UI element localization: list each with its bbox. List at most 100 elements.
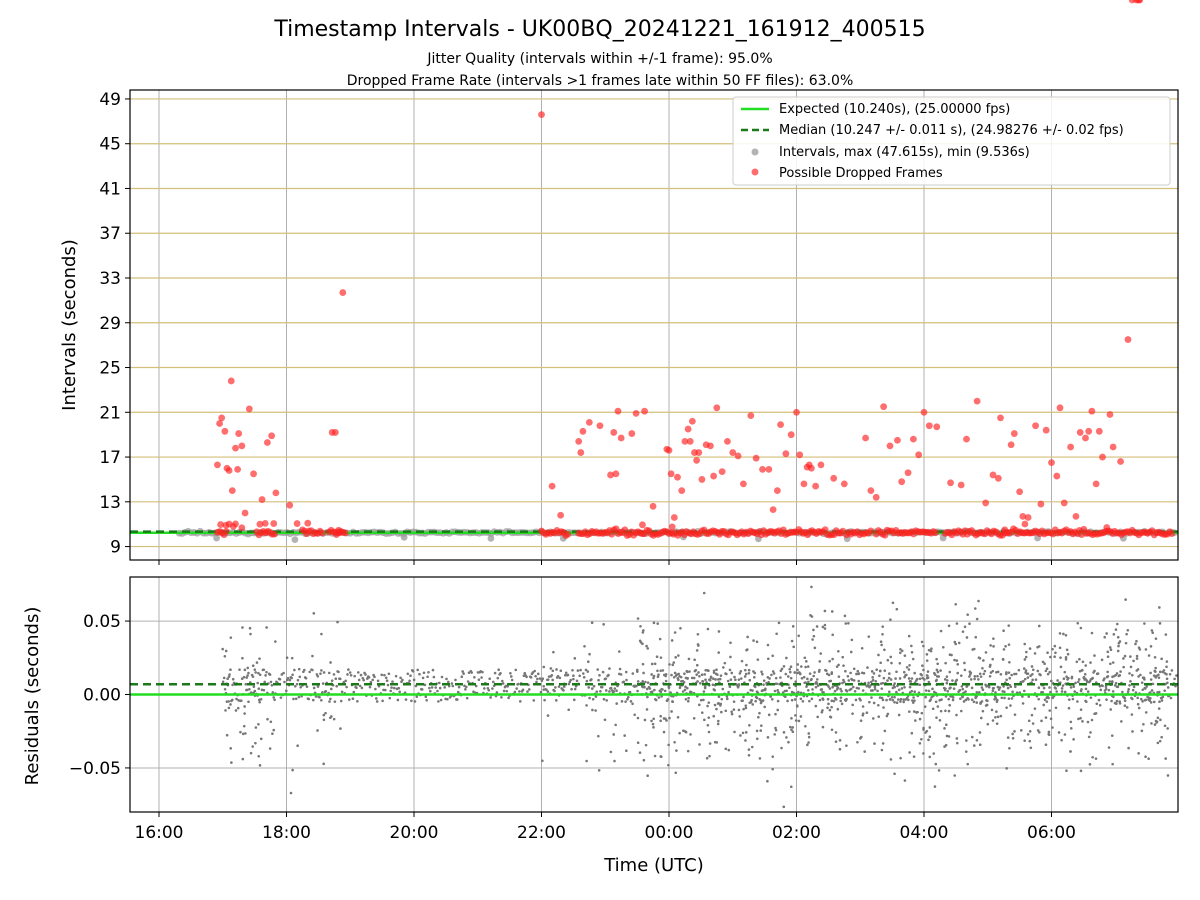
dropped-point: [577, 449, 585, 456]
residual-point: [436, 689, 439, 693]
residual-point: [253, 668, 257, 671]
residual-point: [908, 751, 911, 754]
residual-point: [585, 679, 589, 683]
residual-point: [766, 736, 770, 739]
residual-point: [806, 677, 809, 681]
residual-point: [686, 699, 690, 703]
residual-point: [265, 626, 268, 629]
residual-point: [1150, 629, 1154, 632]
residual-point: [985, 703, 989, 707]
residual-point: [748, 724, 751, 727]
residual-point: [491, 680, 495, 684]
residual-point: [223, 654, 227, 658]
residual-point: [1135, 657, 1139, 660]
residual-point: [1126, 690, 1130, 693]
residual-point: [839, 687, 842, 691]
residual-point: [886, 658, 890, 662]
residual-point: [443, 686, 446, 689]
residual-point: [784, 672, 788, 676]
residual-point: [413, 700, 417, 703]
residual-point: [1122, 657, 1125, 660]
residual-point: [1091, 755, 1094, 759]
residual-point: [1144, 648, 1148, 651]
residual-point: [774, 712, 777, 716]
residual-point: [398, 690, 401, 694]
residual-point: [672, 661, 676, 664]
residual-point: [797, 719, 801, 723]
residual-point: [391, 680, 394, 683]
residual-point: [293, 668, 296, 672]
residual-point: [1123, 699, 1127, 703]
residual-point: [802, 675, 806, 679]
top-ytick-label: 9: [110, 538, 121, 558]
dropped-point: [898, 478, 906, 486]
residual-point: [496, 676, 500, 680]
residual-point: [1128, 672, 1131, 675]
legend-intervals-label: Intervals, max (47.615s), min (9.536s): [779, 145, 1030, 160]
residual-point: [345, 685, 348, 689]
residual-point: [245, 688, 248, 692]
residual-point: [973, 677, 976, 681]
residual-point: [626, 697, 629, 701]
residual-point: [427, 670, 430, 674]
residual-point: [1065, 769, 1068, 773]
residual-point: [717, 695, 721, 699]
residual-point: [831, 657, 834, 661]
residual-point: [1024, 671, 1027, 674]
residual-point: [732, 708, 736, 711]
residual-point: [930, 647, 933, 651]
residual-point: [876, 689, 879, 693]
residual-point: [241, 656, 244, 660]
residual-point: [553, 689, 556, 693]
residual-point: [686, 686, 689, 690]
residual-point: [1036, 669, 1040, 673]
residual-point: [445, 677, 448, 681]
residual-point: [525, 675, 528, 679]
dropped-point: [947, 479, 954, 487]
dropped-point: [339, 289, 347, 296]
residual-point: [487, 688, 491, 692]
residual-point: [893, 772, 896, 776]
dropped-point: [341, 529, 349, 537]
residual-point: [965, 739, 968, 742]
residual-point: [1021, 702, 1025, 705]
residual-point: [804, 665, 807, 669]
residual-point: [229, 668, 232, 672]
residual-point: [667, 763, 670, 767]
residual-point: [789, 785, 793, 789]
residual-point: [653, 754, 657, 758]
residual-point: [703, 718, 706, 722]
residual-point: [886, 679, 889, 682]
residual-point: [1007, 697, 1011, 700]
residual-point: [359, 673, 363, 677]
residual-point: [518, 700, 522, 703]
residual-point: [1061, 684, 1065, 687]
dropped-point: [769, 506, 777, 514]
residual-point: [781, 691, 785, 694]
residual-point: [337, 670, 340, 674]
residual-point: [1034, 678, 1038, 681]
residual-point: [996, 715, 1000, 719]
residual-point: [770, 697, 774, 701]
residual-point: [852, 679, 856, 682]
dropped-point: [270, 530, 278, 538]
residual-point: [532, 699, 536, 702]
residual-point: [718, 677, 722, 681]
residual-point: [1131, 730, 1134, 733]
residual-point: [807, 680, 810, 684]
residual-point: [486, 687, 490, 690]
residual-point: [893, 685, 897, 689]
residual-point: [1043, 698, 1047, 702]
residual-point: [1014, 672, 1018, 676]
bottom-ytick-label: 0.05: [83, 612, 121, 632]
residual-point: [1156, 716, 1160, 720]
residual-point: [338, 677, 342, 681]
residual-point: [642, 758, 646, 762]
top-ytick-label: 49: [99, 90, 121, 110]
residual-point: [657, 696, 661, 699]
residual-point: [826, 697, 830, 701]
residual-point: [729, 678, 733, 681]
residual-point: [1129, 665, 1133, 669]
residual-point: [299, 685, 302, 689]
residual-point: [1170, 669, 1174, 672]
